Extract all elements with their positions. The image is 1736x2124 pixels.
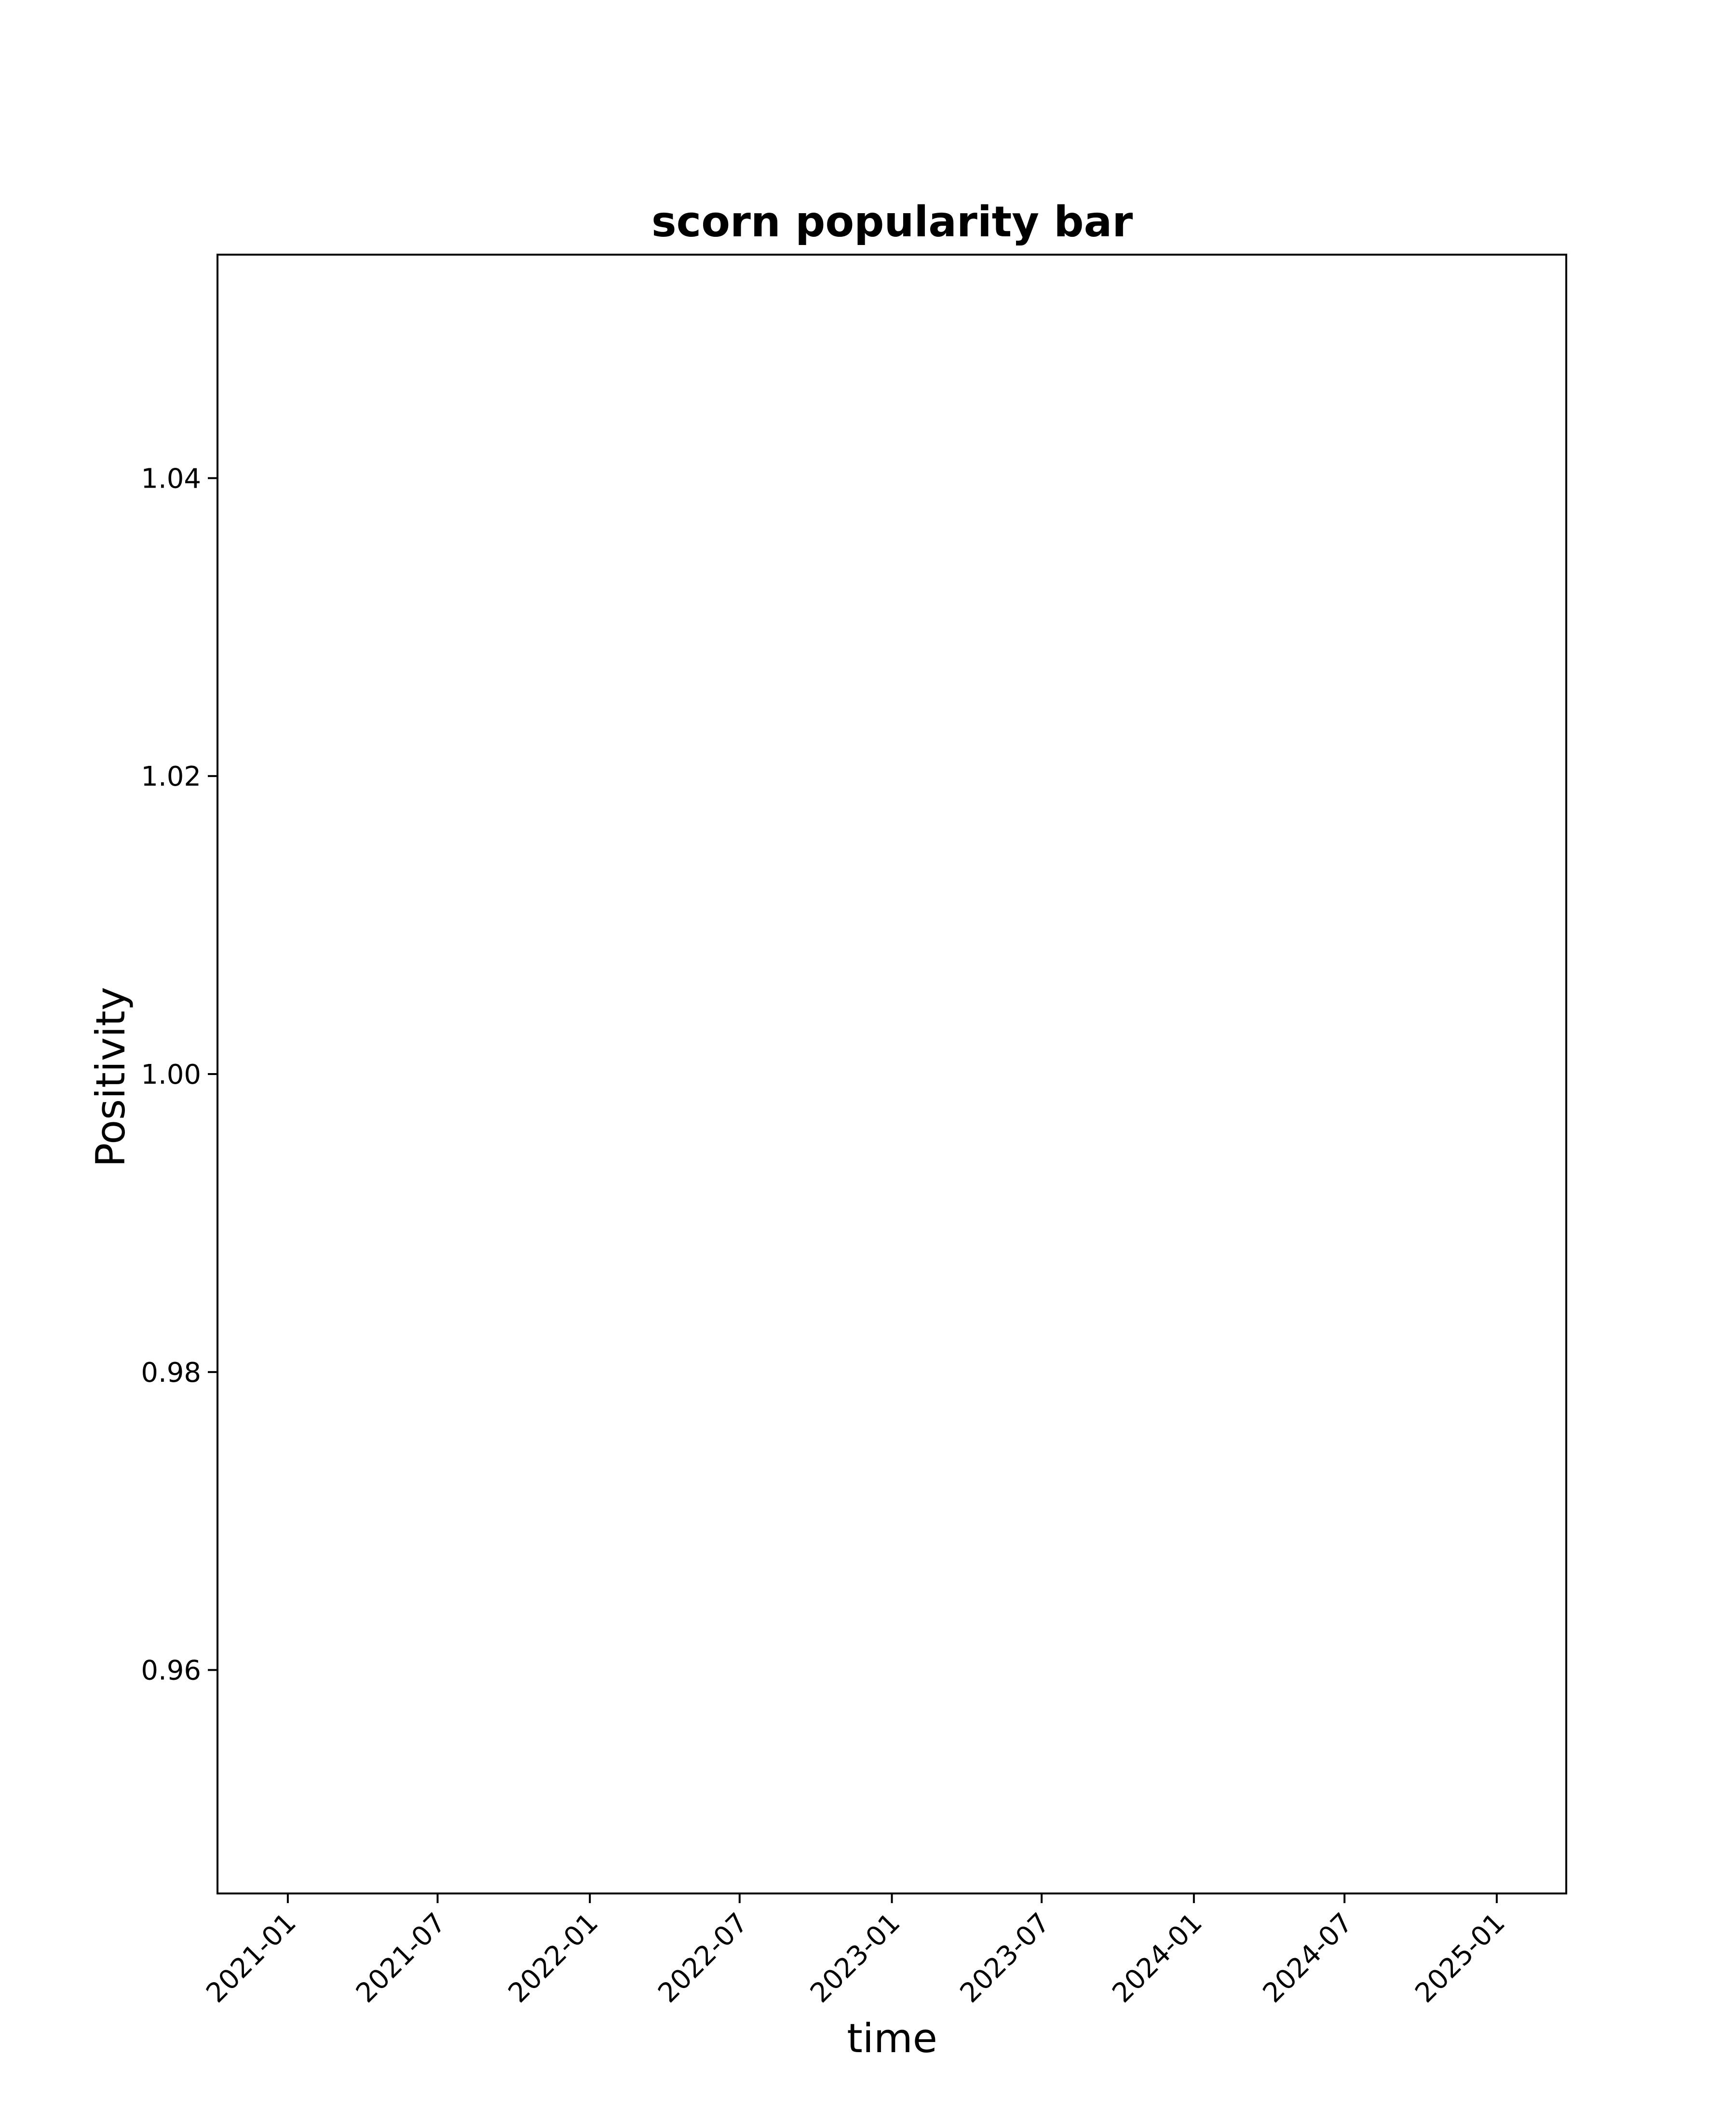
y-tick-label: 1.02: [141, 761, 201, 792]
y-tick-label: 1.04: [141, 463, 201, 494]
x-axis-label: time: [847, 2015, 937, 2062]
y-axis-label: Positivity: [87, 987, 134, 1167]
y-tick-label: 0.98: [141, 1357, 201, 1389]
chart-title: scorn popularity bar: [651, 197, 1133, 246]
y-axis-ticks: 0.96 0.98 1.00 1.02 1.04: [141, 463, 217, 1687]
y-tick-label: 0.96: [141, 1655, 201, 1687]
y-tick-label: 1.00: [141, 1059, 201, 1090]
